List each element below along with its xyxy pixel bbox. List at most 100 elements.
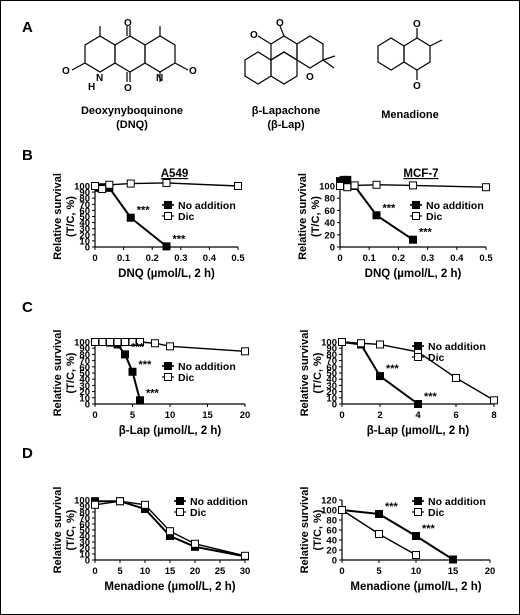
x-tick-label: 2 [377, 410, 382, 421]
x-tick-label: 20 [190, 566, 201, 577]
y-axis-label: Relative survival [299, 487, 311, 574]
legend-label-dic: Dic [190, 507, 207, 519]
x-tick-label: 10 [140, 566, 151, 577]
data-point-dic [410, 182, 417, 189]
x-tick-label: 0.1 [117, 253, 131, 264]
dnq-oxygen-right: O [189, 66, 197, 77]
y-axis-label: Relative survival [52, 487, 64, 574]
panel-label-c: C [22, 299, 33, 316]
compound-abbr-blap: (β-Lap) [267, 119, 305, 131]
data-point-dic [127, 180, 134, 187]
data-point-dic [99, 186, 106, 193]
x-tick-label: 0 [339, 410, 344, 421]
x-tick-label: 0 [92, 253, 97, 264]
panel-label-a: A [22, 19, 33, 36]
data-point-no-addition [344, 176, 351, 183]
legend-marker-dic [165, 213, 172, 220]
y-axis-label-unit: (T/C, %) [312, 509, 324, 550]
significance-label: *** [139, 359, 153, 371]
x-tick-label: 8 [491, 410, 496, 421]
y-axis-label: Relative survival [52, 173, 64, 260]
significance-label: *** [386, 363, 400, 375]
legend-label-dic: Dic [428, 507, 445, 519]
data-point-no-addition [122, 351, 129, 358]
x-tick-label: 0 [92, 566, 97, 577]
x-tick-label: 0 [337, 253, 342, 264]
panel-label-d: D [22, 445, 33, 462]
data-point-dic [117, 498, 124, 505]
x-tick-label: 0.3 [174, 253, 187, 264]
x-tick-label: 15 [448, 566, 459, 577]
data-point-no-addition [413, 533, 420, 540]
x-tick-label: 30 [240, 566, 251, 577]
data-point-dic [373, 181, 380, 188]
data-point-dic [339, 507, 346, 514]
x-tick-label: 5 [117, 566, 123, 577]
y-tick-label: 80 [326, 516, 337, 527]
significance-label: *** [383, 202, 397, 214]
y-tick-label: 40 [324, 218, 335, 229]
significance-label: *** [422, 523, 436, 535]
legend-label-dic: Dic [428, 352, 445, 364]
y-tick-label: 100 [319, 182, 335, 193]
legend-marker-dic [413, 213, 420, 220]
y-tick-label: 20 [326, 546, 337, 557]
x-axis-label: DNQ (µmol/L, 2 h) [365, 268, 462, 280]
data-point-dic [344, 184, 351, 191]
data-point-no-addition [129, 368, 136, 375]
data-point-dic [92, 501, 99, 508]
y-tick-label: 40 [326, 536, 337, 547]
data-point-no-addition [450, 556, 457, 563]
x-tick-label: 10 [411, 566, 422, 577]
panel-label-b: B [22, 147, 33, 164]
x-tick-label: 20 [485, 566, 496, 577]
x-axis-label: β-Lap (µmol/L, 2 h) [119, 425, 222, 437]
x-tick-label: 0.5 [479, 253, 493, 264]
y-axis-label: Relative survival [52, 330, 64, 417]
x-axis-label: Menadione (µmol/L, 2 h) [350, 581, 481, 593]
y-tick-label: 120 [321, 496, 337, 507]
data-point-dic [114, 339, 121, 346]
x-axis-label: Menadione (µmol/L, 2 h) [104, 581, 235, 593]
y-tick-label: 0 [330, 243, 335, 254]
x-axis-label: β-Lap (µmol/L, 2 h) [367, 425, 470, 437]
x-tick-label: 5 [376, 566, 382, 577]
significance-label: *** [137, 205, 151, 217]
legend-marker-no-addition [415, 498, 422, 505]
structure-beta-lapachone [245, 26, 335, 84]
data-point-dic [142, 501, 149, 508]
legend-marker-dic [415, 509, 422, 516]
significance-label: *** [173, 233, 187, 245]
significance-label: *** [385, 501, 399, 513]
y-axis-label-unit: (T/C, %) [65, 352, 77, 393]
data-point-dic [192, 540, 199, 547]
data-point-dic [351, 182, 358, 189]
legend-marker-no-addition [415, 343, 422, 350]
y-axis-label-unit: (T/C, %) [310, 196, 322, 237]
dnq-n-methyl: N [156, 73, 163, 84]
chart-title: A549 [161, 168, 189, 180]
y-tick-label: 100 [321, 338, 337, 349]
x-tick-label: 5 [130, 410, 136, 421]
dnq-oxygen-top: O [124, 18, 132, 29]
legend-marker-no-addition [165, 363, 172, 370]
blap-oxygen-2: O [250, 30, 258, 41]
dnq-nh-h: H [88, 82, 95, 93]
structure-menadione [378, 28, 442, 80]
legend-marker-no-addition [165, 202, 172, 209]
x-axis-label: DNQ (µmol/L, 2 h) [118, 268, 215, 280]
menadione-oxygen-top: O [413, 19, 421, 30]
data-point-no-addition [127, 214, 134, 221]
chart-d-left: 01020304050607080901000 5 10 15 20 25 30Menadi… [52, 487, 250, 593]
data-point-dic [152, 340, 159, 347]
dnq-oxygen-bottom: O [124, 83, 132, 94]
blap-oxygen-1: O [276, 18, 284, 29]
chart-title: MCF-7 [403, 168, 438, 180]
compound-name-menadione: Menadione [381, 109, 438, 121]
data-point-dic [377, 341, 384, 348]
x-tick-label: 15 [202, 410, 213, 421]
y-axis-label-unit: (T/C, %) [65, 509, 77, 550]
x-tick-label: 0 [339, 566, 344, 577]
data-point-dic [337, 183, 344, 190]
